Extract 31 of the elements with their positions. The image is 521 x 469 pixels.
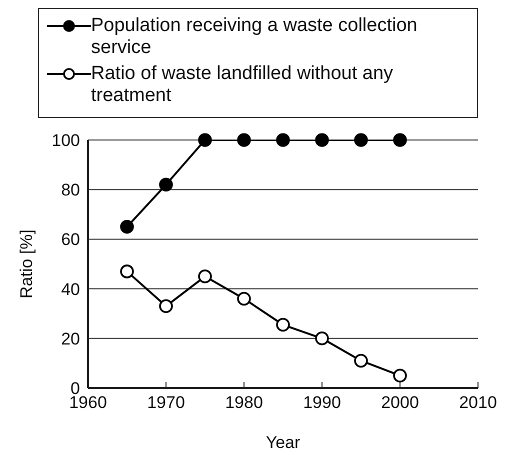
y-tick-label: 100 <box>52 131 80 150</box>
point <box>354 133 368 147</box>
y-tick-label: 40 <box>61 280 80 299</box>
point <box>120 220 134 234</box>
x-tick-label: 2000 <box>381 393 419 412</box>
x-tick-label: 1980 <box>225 393 263 412</box>
y-tick-label: 80 <box>61 180 80 200</box>
x-axis-title: Year <box>266 433 301 452</box>
point <box>393 368 407 382</box>
x-tick-label: 1960 <box>69 393 107 412</box>
point <box>276 133 290 147</box>
point <box>198 133 212 147</box>
x-tick-label: 1990 <box>303 393 341 412</box>
x-tick-label: 2010 <box>459 393 497 412</box>
legend-label: Ratio of waste landfilled without any treatment <box>91 63 394 107</box>
legend-label: Population receiving a waste collection service <box>91 15 418 59</box>
point <box>159 178 173 192</box>
point <box>237 133 251 147</box>
point <box>393 133 407 147</box>
point <box>315 133 329 147</box>
point <box>159 299 173 314</box>
y-axis-title: Ratio [%] <box>17 230 36 298</box>
point <box>315 332 329 346</box>
y-tick-label: 60 <box>61 230 80 250</box>
point <box>237 292 251 306</box>
point <box>276 318 290 332</box>
point <box>198 270 212 284</box>
x-tick-label: 1970 <box>147 393 185 412</box>
point <box>120 264 134 278</box>
point <box>354 354 368 368</box>
y-tick-label: 20 <box>61 329 80 348</box>
